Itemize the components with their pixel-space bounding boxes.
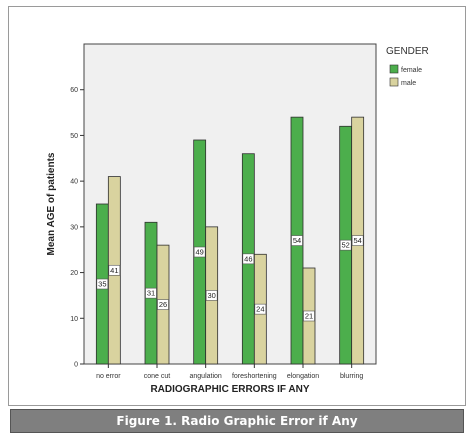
x-tick-label: no error <box>96 373 121 380</box>
data-label-box <box>242 253 255 265</box>
legend: GENDER female male <box>386 46 429 87</box>
data-label-box <box>291 235 303 246</box>
data-label: 30 <box>207 291 215 300</box>
legend-title: GENDER <box>386 46 429 57</box>
x-tick-label: cone cut <box>144 373 171 380</box>
data-label: 54 <box>353 236 361 245</box>
x-tick-label: elongation <box>287 373 319 380</box>
data-label: 46 <box>244 254 252 263</box>
y-axis: 0 10 20 30 40 50 60 <box>70 87 84 369</box>
bars-group: 35 41 31 26 49 30 46 24 54 21 52 54 <box>95 116 365 365</box>
data-label: 49 <box>195 248 203 257</box>
data-label: 21 <box>305 312 313 321</box>
y-tick-label: 30 <box>70 224 78 231</box>
y-tick-label: 60 <box>70 87 78 94</box>
legend-swatch-female <box>389 64 399 74</box>
x-tick-label: blurring <box>340 373 363 380</box>
data-label: 52 <box>341 241 349 250</box>
data-label: 31 <box>147 289 155 298</box>
data-label: 24 <box>256 305 264 314</box>
data-label-box <box>205 290 218 301</box>
data-label-box <box>145 287 157 299</box>
data-label-box <box>157 299 169 310</box>
data-label-box <box>351 235 364 246</box>
legend-label-male: male <box>401 80 416 87</box>
data-label: 35 <box>98 280 106 289</box>
x-axis: no error cone cut angulation foreshortening… <box>96 364 363 380</box>
data-label-box <box>193 246 206 258</box>
legend-label-female: female <box>401 67 422 74</box>
x-tick-label: foreshortening <box>232 373 277 380</box>
data-label-box <box>339 239 352 251</box>
y-tick-label: 40 <box>70 179 78 186</box>
x-tick-label: angulation <box>190 373 222 380</box>
data-label: 26 <box>159 300 167 309</box>
data-label-box <box>254 303 267 315</box>
data-label: 41 <box>110 266 118 275</box>
y-tick-label: 10 <box>70 316 78 323</box>
figure-caption-bar: Figure 1. Radio Graphic Error if Any <box>10 409 464 433</box>
x-axis-title: RADIOGRAPHIC ERRORS IF ANY <box>150 384 309 395</box>
legend-swatch-male <box>389 77 399 87</box>
plot-area <box>83 43 377 365</box>
y-tick-label: 0 <box>74 362 78 369</box>
figure-caption: Figure 1. Radio Graphic Error if Any <box>116 414 358 428</box>
data-label: 54 <box>293 236 301 245</box>
data-label-box <box>303 310 315 322</box>
data-label-box <box>96 278 109 290</box>
y-tick-label: 20 <box>70 270 78 277</box>
y-tick-label: 50 <box>70 133 78 140</box>
data-label-box <box>108 264 121 276</box>
y-axis-title: Mean AGE of patients <box>46 152 57 255</box>
